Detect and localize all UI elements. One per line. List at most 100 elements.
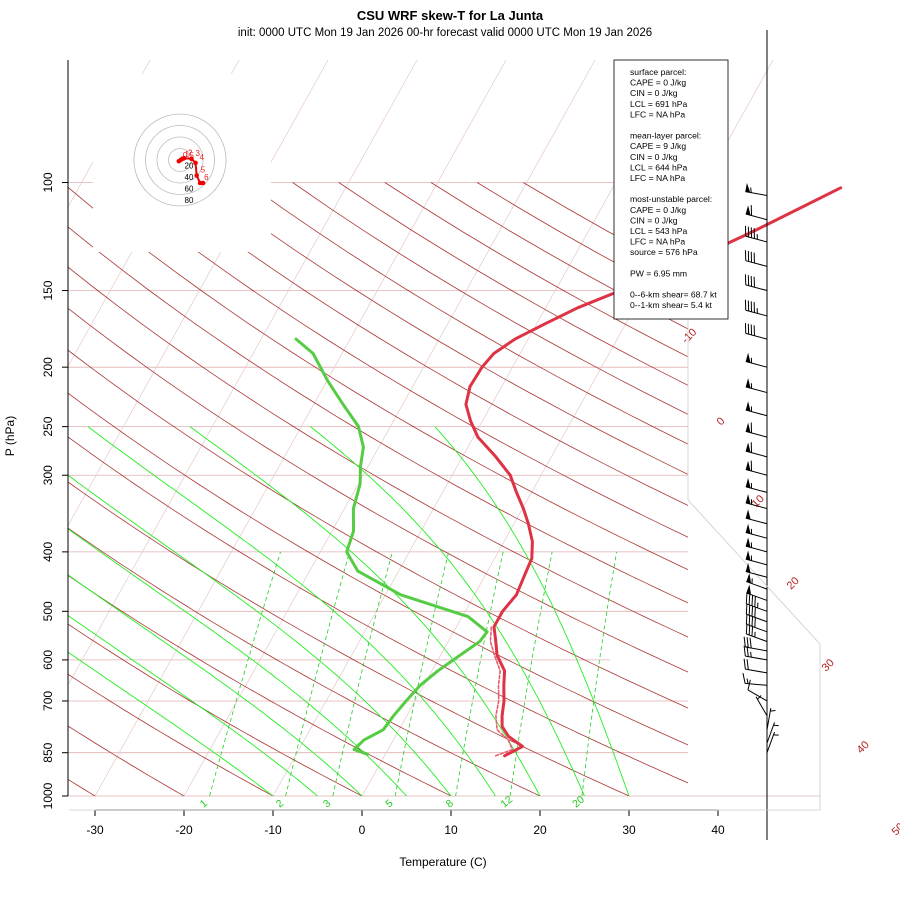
wind-barb-pennant: [745, 550, 751, 561]
mixing-ratio-label: 8: [444, 797, 456, 810]
dry-adiabats: [68, 182, 688, 796]
hodograph-point: [189, 156, 194, 162]
wind-barb-staff: [745, 545, 768, 553]
wind-barb: [745, 623, 768, 642]
wind-barb-staff: [745, 332, 768, 340]
wind-barb-staff: [746, 633, 768, 642]
temperature-trace: [464, 186, 843, 758]
moist-adiabats: [68, 426, 630, 796]
hodograph-point: [194, 173, 199, 178]
wind-barb: [766, 722, 779, 744]
info-box-line: most-unstable parcel:: [630, 194, 712, 204]
wind-barb-pennant: [745, 509, 751, 520]
mixing-ratio-line: [581, 551, 617, 796]
hodograph-point: [181, 155, 187, 161]
wind-barb-flag: [745, 603, 748, 615]
hodograph-point-label: 6: [204, 173, 209, 182]
wind-barb: [745, 494, 768, 510]
mixing-ratio-label: 3: [321, 797, 333, 810]
info-box-line: surface parcel:: [630, 67, 686, 77]
wind-barb-half-flag: [757, 695, 762, 700]
mixing-ratio-line: [455, 551, 504, 796]
moist-adiabat-line: [68, 528, 407, 796]
wind-barb-flag: [749, 637, 752, 649]
wind-barb-flag: [748, 594, 751, 605]
wind-barb: [744, 225, 768, 243]
info-box-line: PW = 6.95 mm: [630, 268, 687, 278]
wind-barb: [745, 550, 768, 566]
moist-adiabat-line: [434, 426, 630, 796]
wind-barb-pennant: [745, 562, 751, 573]
wind-barb-flag: [746, 659, 749, 670]
wind-barb: [745, 352, 768, 368]
dry-adiabat-line: [68, 307, 688, 673]
wind-barb-flag: [754, 606, 756, 618]
wind-barb: [745, 442, 768, 458]
x-tick-label: 20: [533, 823, 547, 837]
isotherm-label: -10: [680, 326, 700, 346]
moist-adiabat-line: [189, 426, 541, 796]
wind-barb-flag: [742, 673, 746, 684]
isotherm-label: 40: [855, 739, 872, 756]
wind-barb: [766, 731, 779, 753]
wind-barb-staff: [766, 731, 775, 753]
dry-adiabat-line: [68, 623, 363, 796]
wind-barb-staff: [746, 592, 768, 601]
wind-barb: [745, 401, 768, 417]
hodograph-point-label: 5: [201, 166, 206, 175]
moist-adiabat-line: [310, 426, 585, 796]
wind-barb-flag: [751, 615, 754, 627]
wind-barb-flag: [754, 616, 756, 628]
wind-barb-pennant: [745, 494, 751, 505]
info-box-line: LFC = NA hPa: [630, 109, 685, 119]
y-tick-label: 300: [41, 465, 55, 485]
y-tick-label: 400: [41, 542, 55, 562]
info-box-line: CIN = 0 J/kg: [630, 88, 678, 98]
wind-barb-pennant: [745, 523, 751, 534]
dry-adiabat-line: [108, 182, 688, 538]
wind-barb-staff: [766, 722, 775, 744]
wind-barb: [742, 673, 768, 686]
wind-barb-staff: [745, 284, 768, 292]
info-box-line: CAPE = 0 J/kg: [630, 205, 686, 215]
wind-barb-staff: [745, 646, 768, 652]
isotherm-line: [67, 59, 329, 526]
dry-adiabat-line: [68, 778, 96, 796]
wind-barb-pennant: [745, 478, 751, 489]
x-axis-label: Temperature (C): [399, 855, 486, 869]
isotherm-label: 50: [890, 821, 900, 838]
moist-adiabat-line: [68, 651, 274, 796]
y-tick-label: 500: [41, 601, 55, 621]
chart-title: CSU WRF skew-T for La Junta: [357, 8, 544, 23]
dewpoint-trace: [294, 337, 489, 756]
wind-barb-staff: [745, 309, 768, 317]
wind-barb-pennant: [746, 573, 752, 584]
hodograph: 20 40 60 80 0.512 3 4 56: [93, 74, 271, 252]
info-box-line: source = 576 hPa: [630, 247, 698, 257]
y-tick-label: 850: [41, 742, 55, 762]
info-box-line: 0--1-km shear= 5.4 kt: [630, 300, 713, 310]
wind-barb-staff: [747, 689, 768, 702]
dry-adiabat-line: [68, 481, 630, 796]
wind-barb-staff: [745, 655, 768, 661]
x-tick-label: -30: [86, 823, 104, 837]
parcel-info-box: surface parcel: CAPE = 0 J/kg CIN = 0 J/kg…: [613, 59, 729, 320]
wind-barb-half-flag: [750, 651, 752, 658]
x-tick-label: 0: [359, 823, 366, 837]
wind-barb: [744, 250, 768, 267]
wind-barb: [745, 205, 768, 221]
hodograph-point: [193, 160, 198, 166]
info-box-line: mean-layer parcel:: [630, 131, 701, 141]
wind-barb-flag: [745, 623, 748, 635]
info-box-frame: [613, 59, 729, 320]
wind-barb-half-flag: [770, 709, 776, 712]
x-tick-label: 40: [711, 823, 725, 837]
y-tick-label: 150: [41, 280, 55, 300]
dry-adiabat-line: [68, 226, 688, 604]
sounding-traces: [294, 186, 843, 758]
wind-barb: [747, 679, 768, 702]
dry-adiabat-line: [292, 182, 688, 415]
mixing-ratio-line: [285, 551, 350, 796]
wind-barb: [745, 378, 768, 394]
